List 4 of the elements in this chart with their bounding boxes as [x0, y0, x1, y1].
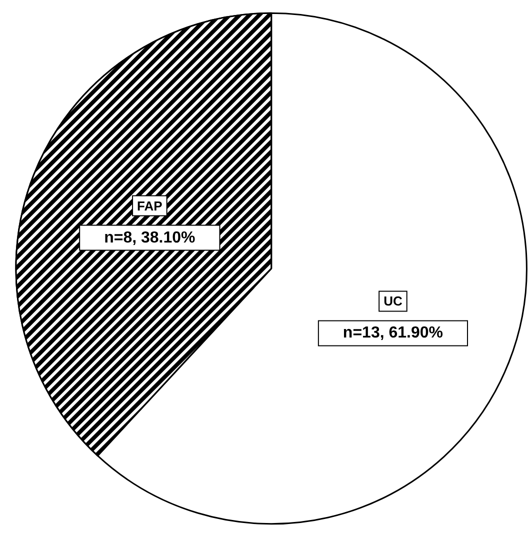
data-label: n=13, 61.90% [342, 324, 444, 342]
slice-label: UC [384, 294, 403, 309]
slice-label: FAP [137, 198, 163, 214]
data-label: n=8, 38.10% [104, 229, 196, 246]
